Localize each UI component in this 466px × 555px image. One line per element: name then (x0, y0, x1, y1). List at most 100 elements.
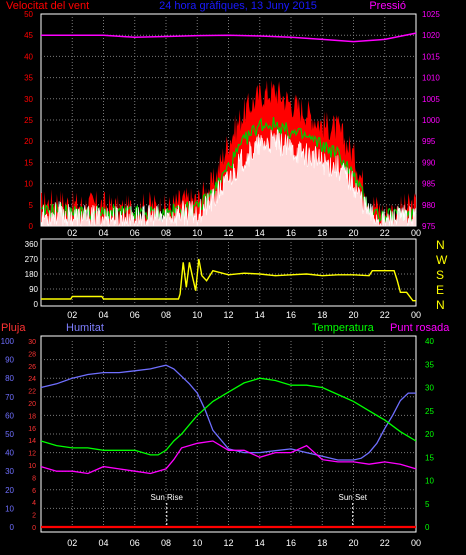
climate-x-tick-label: 20 (348, 538, 358, 548)
humidity-line (40, 364, 416, 461)
pressure-y-tick-label: 1005 (422, 95, 440, 104)
temperature-y-tick-label: 0 (425, 523, 430, 532)
direction-x-tick-label: 16 (286, 310, 296, 320)
rain-y-tick-label: 10 (28, 463, 36, 470)
rain-y-tick-label: 12 (28, 451, 36, 458)
rain-y-tick-label: 22 (28, 389, 36, 396)
pressure-y-tick-label: 1015 (422, 52, 440, 61)
wind-y-tick-label: 30 (24, 95, 33, 104)
pressure-y-tick-label: 1010 (422, 74, 440, 83)
wind-speed-title: Velocitat del vent (6, 0, 89, 12)
direction-x-tick-label: 20 (348, 310, 358, 320)
compass-point-label: N (436, 298, 445, 312)
humidity-y-tick-label: 20 (5, 486, 14, 495)
direction-x-tick-label: 14 (255, 310, 265, 320)
direction-y-tick-label: 270 (25, 255, 39, 264)
sun-rise-label: Sun Rise (151, 493, 184, 502)
wind-x-tick-label: 14 (255, 228, 265, 238)
humidity-y-tick-label: 100 (1, 337, 15, 346)
rain-legend: Pluja (1, 322, 26, 334)
direction-x-tick-label: 06 (130, 310, 140, 320)
pressure-y-tick-label: 1000 (422, 116, 440, 125)
direction-x-tick-label: 00 (411, 310, 421, 320)
climate-x-tick-label: 12 (223, 538, 233, 548)
wind-x-tick-label: 22 (380, 228, 390, 238)
rain-y-tick-label: 4 (32, 500, 36, 507)
temperature-y-tick-label: 35 (425, 360, 434, 369)
direction-y-tick-label: 180 (25, 270, 39, 279)
rain-y-tick-label: 14 (28, 438, 36, 445)
wind-y-tick-label: 5 (29, 201, 34, 210)
rain-y-tick-label: 0 (32, 525, 36, 532)
pressure-y-tick-label: 990 (422, 158, 436, 167)
rain-y-tick-label: 8 (32, 475, 36, 482)
wind-x-tick-label: 08 (161, 228, 171, 238)
graph-date-title: 24 hora gràfiques, 13 Juny 2015 (159, 0, 317, 12)
temperature-line (40, 377, 417, 456)
direction-x-tick-label: 18 (317, 310, 327, 320)
wind-x-tick-label: 12 (223, 228, 233, 238)
direction-y-tick-label: 90 (29, 285, 38, 294)
humidity-y-tick-label: 0 (10, 523, 15, 532)
temperature-y-tick-label: 20 (425, 430, 434, 439)
humidity-y-tick-label: 30 (5, 467, 14, 476)
climate-x-tick-label: 02 (67, 538, 77, 548)
pressure-y-tick-label: 980 (422, 201, 436, 210)
direction-x-tick-label: 02 (67, 310, 77, 320)
rain-y-tick-label: 6 (32, 488, 36, 495)
wind-x-tick-label: 10 (192, 228, 202, 238)
humidity-y-tick-label: 60 (5, 411, 14, 420)
direction-y-tick-label: 0 (34, 300, 39, 309)
wind-y-tick-label: 15 (24, 158, 33, 167)
direction-x-tick-label: 22 (380, 310, 390, 320)
rain-y-tick-label: 26 (28, 364, 36, 371)
wind-average-line (40, 117, 417, 223)
wind-x-tick-label: 02 (67, 228, 77, 238)
humidity-legend: Humitat (66, 322, 104, 334)
humidity-y-tick-label: 70 (5, 393, 14, 402)
wind-speed-area (40, 129, 417, 228)
wind-x-tick-label: 20 (348, 228, 358, 238)
compass-point-label: E (436, 283, 444, 297)
humidity-y-tick-label: 80 (5, 374, 14, 383)
temperature-y-tick-label: 25 (425, 407, 434, 416)
pressure-y-tick-label: 985 (422, 180, 436, 189)
wind-y-tick-label: 35 (24, 74, 33, 83)
climate-x-tick-label: 14 (255, 538, 265, 548)
direction-x-tick-label: 08 (161, 310, 171, 320)
humidity-y-tick-label: 50 (5, 430, 14, 439)
wind-x-tick-label: 06 (130, 228, 140, 238)
direction-x-tick-label: 10 (192, 310, 202, 320)
wind-y-tick-label: 10 (24, 180, 33, 189)
wind-y-tick-label: 20 (24, 137, 33, 146)
climate-x-tick-label: 06 (130, 538, 140, 548)
wind-y-tick-label: 45 (24, 31, 33, 40)
rain-y-tick-label: 28 (28, 351, 36, 358)
humidity-y-tick-label: 40 (5, 449, 14, 458)
rain-y-tick-label: 20 (28, 401, 36, 408)
rain-y-tick-label: 16 (28, 426, 36, 433)
temperature-y-tick-label: 40 (425, 337, 434, 346)
dew-point-legend: Punt rosada (390, 322, 450, 334)
compass-point-label: S (436, 268, 444, 282)
temperature-y-tick-label: 5 (425, 500, 430, 509)
pressure-y-tick-label: 995 (422, 137, 436, 146)
wind-y-tick-label: 50 (24, 10, 33, 19)
wind-x-tick-label: 00 (411, 228, 421, 238)
direction-y-tick-label: 360 (25, 240, 39, 249)
wind-y-tick-label: 0 (29, 222, 34, 231)
climate-x-tick-label: 00 (411, 538, 421, 548)
wind-y-tick-label: 40 (24, 52, 33, 61)
sun-set-label: Sun Set (338, 493, 367, 502)
wind-x-tick-label: 18 (317, 228, 327, 238)
climate-x-tick-label: 22 (380, 538, 390, 548)
wind-y-tick-label: 25 (24, 116, 33, 125)
pressure-title: Pressió (369, 0, 406, 12)
pressure-y-tick-label: 1020 (422, 31, 440, 40)
climate-x-tick-label: 04 (98, 538, 108, 548)
direction-x-tick-label: 04 (98, 310, 108, 320)
climate-x-tick-label: 16 (286, 538, 296, 548)
climate-x-tick-label: 18 (317, 538, 327, 548)
rain-y-tick-label: 24 (28, 376, 36, 383)
wind-x-tick-label: 04 (98, 228, 108, 238)
